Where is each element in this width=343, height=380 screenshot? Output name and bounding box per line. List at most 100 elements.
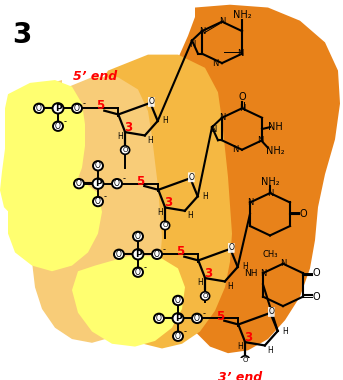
- Circle shape: [52, 103, 63, 114]
- Circle shape: [133, 232, 143, 241]
- Text: O: O: [122, 147, 128, 153]
- Text: H: H: [267, 346, 273, 355]
- Text: O: O: [135, 268, 141, 277]
- Text: H: H: [227, 282, 233, 291]
- Text: O: O: [36, 104, 42, 113]
- Text: O: O: [74, 104, 80, 113]
- Text: N: N: [267, 188, 273, 198]
- Circle shape: [192, 314, 202, 323]
- Text: H: H: [147, 136, 153, 145]
- Text: O: O: [76, 179, 82, 188]
- Text: O: O: [149, 97, 154, 106]
- Circle shape: [93, 197, 103, 206]
- Text: -: -: [64, 117, 67, 126]
- Text: NH₂: NH₂: [266, 146, 284, 156]
- Text: O: O: [95, 197, 101, 206]
- Text: O: O: [135, 232, 141, 241]
- Text: 3: 3: [164, 196, 172, 209]
- Polygon shape: [168, 5, 340, 353]
- Text: NH: NH: [268, 122, 282, 132]
- Text: CH₃: CH₃: [262, 250, 278, 259]
- Circle shape: [173, 296, 183, 305]
- Polygon shape: [72, 256, 185, 347]
- Text: O: O: [202, 293, 208, 299]
- Text: H: H: [282, 326, 287, 336]
- Text: 3: 3: [244, 331, 252, 344]
- Text: O: O: [243, 357, 248, 363]
- Text: O: O: [238, 92, 246, 102]
- Circle shape: [34, 104, 44, 113]
- Text: H: H: [237, 342, 243, 352]
- Text: O: O: [194, 314, 200, 323]
- Polygon shape: [32, 77, 162, 343]
- Text: H: H: [117, 132, 123, 141]
- Text: N: N: [280, 259, 286, 268]
- Text: 3’ end: 3’ end: [218, 371, 262, 380]
- Text: 5: 5: [136, 175, 144, 188]
- Text: 5’ end: 5’ end: [73, 70, 117, 83]
- Circle shape: [112, 179, 122, 188]
- Circle shape: [201, 292, 210, 300]
- Text: -: -: [203, 309, 206, 318]
- Text: O: O: [299, 209, 307, 219]
- Circle shape: [161, 221, 170, 230]
- Text: 5: 5: [216, 309, 224, 323]
- Circle shape: [114, 250, 124, 259]
- Text: N: N: [260, 269, 266, 278]
- Text: O: O: [228, 244, 234, 252]
- Polygon shape: [96, 55, 232, 348]
- Text: H: H: [157, 208, 163, 217]
- Circle shape: [173, 331, 183, 341]
- Circle shape: [93, 179, 104, 189]
- Text: -: -: [144, 263, 147, 272]
- Text: -: -: [184, 327, 187, 336]
- Circle shape: [173, 313, 184, 323]
- Text: O: O: [312, 268, 320, 278]
- Text: O: O: [175, 332, 181, 341]
- Text: O: O: [156, 314, 162, 323]
- Circle shape: [93, 161, 103, 171]
- Circle shape: [241, 356, 250, 364]
- Text: P: P: [175, 314, 181, 323]
- Text: -: -: [123, 174, 126, 184]
- Text: N: N: [239, 104, 245, 113]
- Text: N: N: [257, 136, 263, 145]
- Text: 5: 5: [176, 245, 185, 258]
- Text: N: N: [219, 17, 225, 26]
- Circle shape: [74, 179, 84, 188]
- Text: H: H: [242, 263, 248, 271]
- Text: O: O: [55, 122, 61, 131]
- Circle shape: [72, 104, 82, 113]
- Text: H: H: [197, 278, 203, 287]
- Text: -: -: [83, 99, 86, 108]
- Text: O: O: [163, 222, 168, 228]
- Text: P: P: [135, 250, 141, 259]
- Text: 5: 5: [96, 100, 104, 112]
- Text: 3: 3: [204, 267, 212, 280]
- Text: O: O: [95, 161, 101, 170]
- Text: H: H: [187, 211, 193, 220]
- Text: P: P: [55, 104, 61, 113]
- Text: NH: NH: [244, 269, 258, 278]
- Text: NH₂: NH₂: [261, 177, 279, 187]
- Text: O: O: [312, 292, 320, 302]
- Text: NH₂: NH₂: [233, 10, 251, 20]
- Text: O: O: [154, 250, 160, 259]
- Text: H: H: [202, 192, 208, 201]
- Text: N: N: [212, 59, 218, 68]
- Text: O: O: [268, 307, 274, 317]
- Text: N: N: [210, 125, 216, 133]
- Text: O: O: [188, 173, 194, 182]
- Text: -: -: [163, 245, 166, 254]
- Circle shape: [121, 146, 130, 154]
- Text: O: O: [116, 250, 122, 259]
- Text: P: P: [95, 179, 101, 188]
- Text: 3: 3: [124, 121, 132, 134]
- Text: N: N: [247, 198, 253, 207]
- Text: -: -: [104, 192, 107, 201]
- Text: 3: 3: [12, 21, 31, 49]
- Circle shape: [132, 249, 143, 260]
- Text: N: N: [219, 113, 225, 122]
- Text: H: H: [162, 117, 168, 125]
- Text: N: N: [237, 49, 243, 58]
